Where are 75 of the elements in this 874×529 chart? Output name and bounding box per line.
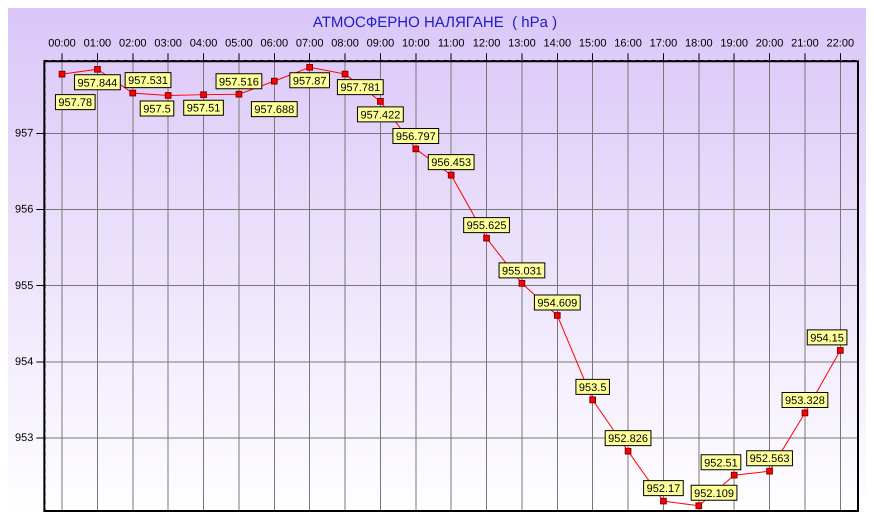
x-tick-label: 04:00 [190, 38, 218, 50]
data-label: 952.826 [608, 433, 648, 446]
x-tick-label: 07:00 [296, 38, 324, 50]
data-label: 953.328 [785, 395, 825, 408]
point [730, 472, 738, 479]
x-tick-label: 01:00 [84, 38, 112, 50]
data-label: 952.51 [704, 457, 738, 470]
point [483, 234, 490, 242]
x-tick-label: 15:00 [578, 38, 606, 50]
data-label: 957.78 [58, 97, 92, 110]
data-label: 957.531 [128, 75, 168, 88]
data-label: 957.688 [254, 104, 294, 116]
point [448, 172, 455, 178]
y-tick-label: 954 [14, 356, 34, 368]
x-tick-label: 19:00 [720, 38, 748, 50]
x-tick-label: 13:00 [508, 38, 536, 50]
x-tick-label: 21:00 [791, 38, 819, 50]
x-tick-label: 00:00 [48, 38, 76, 50]
point [200, 91, 207, 98]
point [164, 92, 172, 99]
data-label: 955.625 [466, 220, 506, 232]
x-tick-label: 06:00 [260, 38, 288, 50]
data-label: 957.5 [143, 103, 171, 116]
data-label: 956.797 [396, 130, 436, 143]
x-tick-label: 09:00 [366, 38, 394, 50]
point [94, 66, 101, 73]
data-label: 957.781 [340, 82, 380, 94]
point [695, 502, 702, 510]
point [270, 78, 278, 84]
point [766, 468, 773, 475]
point [802, 410, 808, 416]
point [589, 396, 596, 404]
point [554, 312, 561, 319]
point [342, 70, 348, 78]
x-tick-label: 20:00 [756, 38, 784, 50]
point [306, 64, 313, 71]
point [377, 98, 384, 105]
point [129, 90, 136, 96]
x-tick-label: 12:00 [472, 38, 500, 50]
point [236, 90, 242, 98]
y-tick-label: 956 [14, 204, 34, 216]
data-label: 956.453 [431, 157, 472, 170]
x-tick-label: 14:00 [544, 38, 572, 50]
data-label: 953.5 [578, 382, 606, 394]
x-tick-label: 10:00 [402, 38, 430, 50]
data-label: 957.422 [360, 109, 400, 122]
data-label: 952.109 [694, 488, 734, 500]
x-tick-label: 22:00 [826, 38, 854, 50]
x-tick-label: 16:00 [614, 38, 642, 50]
point [58, 70, 66, 78]
x-tick-label: 18:00 [685, 38, 713, 50]
y-tick-label: 955 [14, 280, 34, 292]
data-label: 954.609 [537, 298, 578, 310]
data-label: 952.563 [750, 453, 790, 466]
point [836, 347, 844, 354]
x-tick-label: 08:00 [331, 38, 359, 50]
data-label: 955.031 [502, 265, 542, 278]
x-tick-label: 11:00 [438, 38, 465, 50]
x-tick-label: 03:00 [154, 38, 182, 50]
point [660, 498, 667, 504]
y-tick-label: 957 [14, 128, 34, 140]
x-tick-label: 17:00 [650, 38, 678, 50]
point [412, 146, 420, 152]
x-tick-label: 02:00 [119, 38, 147, 50]
y-tick-label: 953 [14, 432, 34, 444]
data-label: 957.844 [78, 77, 118, 90]
point [518, 280, 526, 287]
data-label: 952.17 [646, 483, 680, 496]
data-label: 957.87 [292, 75, 326, 88]
point [624, 448, 632, 455]
data-label: 954.15 [810, 332, 844, 344]
data-label: 957.516 [219, 76, 259, 88]
chart-title: АТМОСФЕРНО НАЛЯГАНЕ ( hPa ) [312, 14, 558, 32]
data-label: 957.51 [186, 102, 220, 115]
x-tick-label: 05:00 [225, 38, 253, 50]
